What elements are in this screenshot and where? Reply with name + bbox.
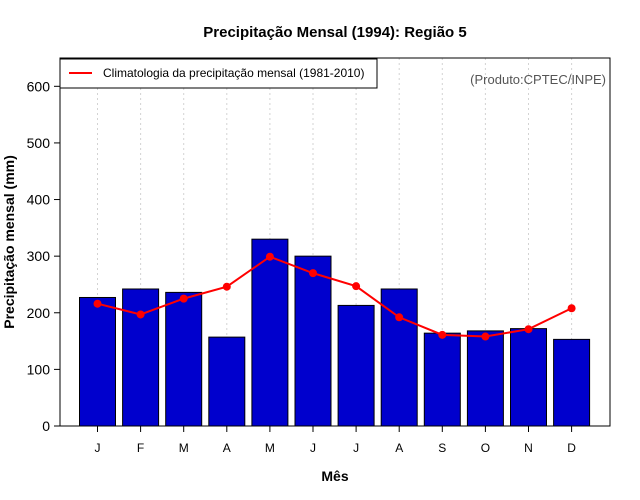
x-tick-label: J <box>353 441 359 455</box>
x-tick-label: M <box>265 441 275 455</box>
climatology-point <box>352 282 361 291</box>
chart-title: Precipitação Mensal (1994): Região 5 <box>203 24 466 41</box>
y-tick-label: 0 <box>42 418 50 434</box>
x-tick-label: M <box>179 441 189 455</box>
y-axis-label: Precipitação mensal (mm) <box>1 155 17 329</box>
climatology-point <box>179 294 188 303</box>
climatology-point <box>136 310 145 319</box>
climatology-point <box>395 313 404 322</box>
bar <box>466 330 504 427</box>
legend: Climatologia da precipitação mensal (198… <box>59 58 378 89</box>
bar <box>337 304 375 427</box>
y-tick-label: 200 <box>27 305 51 321</box>
bar <box>423 332 461 427</box>
climatology-point <box>265 252 274 261</box>
y-tick-label: 400 <box>27 192 51 208</box>
x-tick-label: O <box>481 441 490 455</box>
plot-frame <box>59 57 611 427</box>
bar <box>553 338 591 427</box>
x-tick-label: A <box>395 441 403 455</box>
bar <box>294 255 332 427</box>
legend-entry: Climatologia da precipitação mensal (198… <box>103 66 364 80</box>
climatology-point <box>309 269 317 278</box>
climatology-line <box>93 252 576 341</box>
climatology-point <box>222 282 231 291</box>
x-tick-label: F <box>137 441 144 455</box>
y-tick-label: 100 <box>27 361 51 377</box>
x-tick-label: D <box>567 441 576 455</box>
credit-annotation: (Produto:CPTEC/INPE) <box>470 72 606 87</box>
bar <box>208 336 246 427</box>
y-tick-label: 500 <box>27 135 51 151</box>
climatology-point <box>567 304 576 313</box>
x-tick-label: A <box>223 441 231 455</box>
y-axis: 0 100 200 300 400 500 600 <box>27 78 60 434</box>
climatology-series-line <box>97 255 573 338</box>
x-tick-label: S <box>438 441 446 455</box>
climatology-point <box>438 330 447 339</box>
bar <box>380 288 418 427</box>
x-axis-label: Mês <box>321 468 348 484</box>
y-tick-label: 600 <box>27 78 51 94</box>
bar <box>79 296 116 427</box>
x-tick-label: J <box>95 441 101 455</box>
bar <box>165 291 203 427</box>
climatology-point <box>481 332 490 341</box>
y-tick-label: 300 <box>27 248 51 264</box>
x-tick-label: N <box>524 441 533 455</box>
x-tick-label: J <box>310 441 316 455</box>
climatology-point <box>93 299 102 308</box>
climatology-point <box>524 325 533 334</box>
legend-box <box>59 58 378 89</box>
bar <box>510 328 547 427</box>
bar <box>251 238 289 427</box>
